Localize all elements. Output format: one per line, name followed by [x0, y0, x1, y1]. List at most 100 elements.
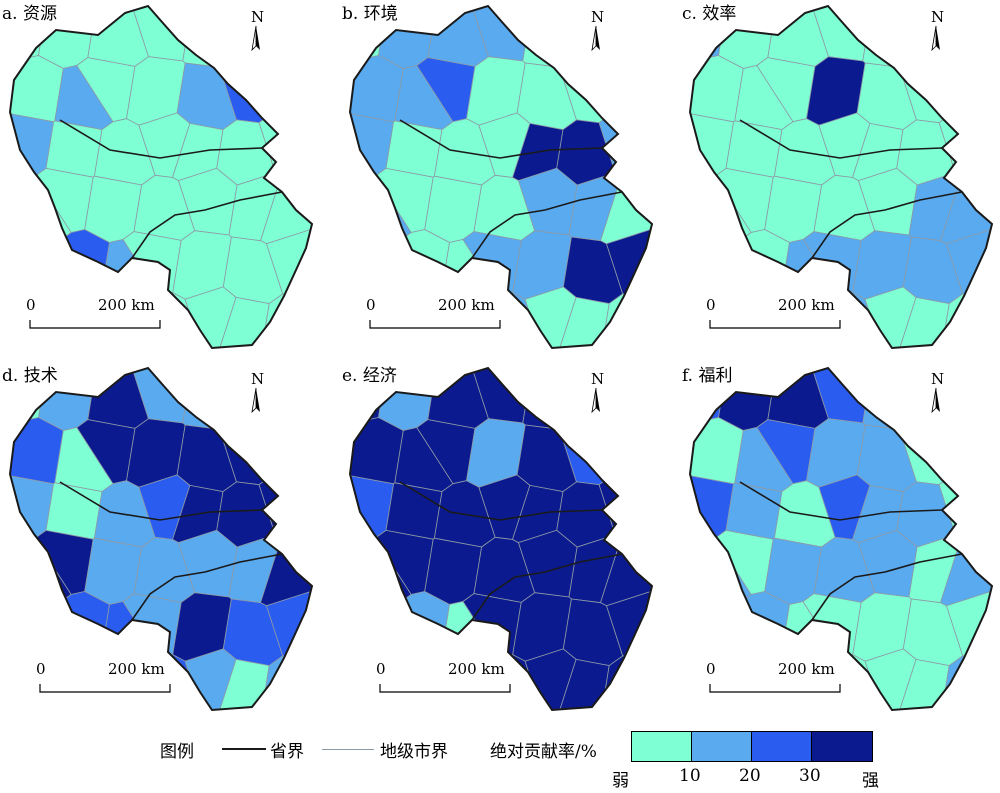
region-layer-c — [690, 6, 992, 348]
north-label-a: N — [251, 8, 264, 26]
north-label-f: N — [931, 370, 944, 388]
north-arrow-d: N — [251, 370, 264, 414]
north-arrow-e: N — [591, 370, 604, 414]
province-border-a — [59, 119, 283, 259]
region-e-4 — [522, 368, 583, 430]
legend-swatch-4 — [811, 731, 873, 762]
legend-contribution-label: 绝对贡献率/% — [490, 742, 597, 762]
region-c-31 — [802, 231, 862, 297]
region-b-31 — [462, 231, 522, 297]
region-d-28 — [10, 590, 61, 660]
north-arrow-f: N — [931, 370, 944, 414]
region-layer-d — [10, 368, 312, 710]
legend-tick-weak: 弱 — [612, 771, 629, 791]
legend-title: 图例 — [160, 742, 194, 762]
region-b-11 — [516, 62, 577, 131]
outline-c — [688, 4, 994, 350]
region-f-41 — [939, 655, 992, 710]
region-layer-f — [690, 368, 992, 710]
legend-swatch-1 — [631, 731, 692, 762]
north-arrow-b: N — [591, 8, 604, 52]
region-f-4 — [862, 368, 923, 430]
region-a-41 — [259, 293, 312, 348]
panel-title-e: e. 经济 — [342, 366, 397, 386]
map-grid: a. 资源 N 0 200 km b. 环境 N 0 200 km c. 效率 … — [2, 4, 994, 712]
region-d-41 — [259, 655, 312, 710]
scale-dist-f: 200 km — [778, 660, 835, 678]
outline-f — [688, 366, 994, 712]
panel-b: b. 环境 N 0 200 km — [342, 4, 654, 350]
region-e-31 — [462, 593, 522, 659]
north-label-c: N — [931, 8, 944, 26]
region-d-13 — [272, 411, 312, 487]
legend-province-line — [222, 748, 266, 750]
region-b-28 — [350, 228, 401, 298]
north-label-e: N — [591, 370, 604, 388]
panel-title-d: d. 技术 — [2, 366, 58, 386]
region-a-31 — [122, 231, 182, 297]
panel-a: a. 资源 N 0 200 km — [2, 4, 314, 350]
scale-bar-b: 0 200 km — [366, 296, 501, 329]
region-b-36 — [378, 286, 441, 348]
region-a-28 — [10, 228, 61, 298]
north-label-b: N — [591, 8, 604, 26]
scale-zero-b: 0 — [366, 296, 376, 314]
legend-tick-20: 20 — [739, 766, 761, 786]
outline-d — [8, 366, 314, 712]
province-border-d — [59, 481, 283, 621]
scale-zero-f: 0 — [706, 660, 716, 678]
region-a-13 — [272, 49, 312, 125]
scale-bar-f: 0 200 km — [706, 660, 841, 693]
region-f-36 — [718, 648, 781, 710]
panel-e: e. 经济 N 0 200 km — [342, 366, 654, 712]
region-a-11 — [176, 62, 237, 131]
province-border-f — [739, 481, 963, 621]
region-b-41 — [599, 293, 652, 348]
legend-tick-strong: 强 — [862, 771, 879, 791]
scale-dist-a: 200 km — [98, 296, 155, 314]
scale-zero-c: 0 — [706, 296, 716, 314]
region-a-36 — [38, 286, 101, 348]
region-c-41 — [939, 293, 992, 348]
region-e-41 — [599, 655, 652, 710]
region-e-35 — [350, 653, 401, 710]
region-d-36 — [38, 648, 101, 710]
region-f-31 — [802, 593, 862, 659]
region-a-4 — [182, 6, 243, 68]
region-d-11 — [176, 424, 237, 493]
region-f-28 — [690, 590, 741, 660]
panel-title-a: a. 资源 — [2, 4, 57, 24]
scale-bar-a: 0 200 km — [26, 296, 161, 329]
region-f-13 — [952, 411, 992, 487]
region-d-31 — [122, 593, 182, 659]
province-border-c — [739, 119, 963, 259]
region-d-6 — [252, 368, 312, 421]
region-c-13 — [952, 49, 992, 125]
legend-tick-30: 30 — [799, 766, 821, 786]
scale-bar-c: 0 200 km — [706, 296, 841, 329]
panel-d: d. 技术 N 0 200 km — [2, 366, 314, 712]
region-a-6 — [252, 6, 312, 59]
legend-tick-10: 10 — [679, 766, 701, 786]
region-e-6 — [592, 368, 652, 421]
panel-c: c. 效率 N 0 200 km — [682, 4, 994, 350]
scale-bar-e: 0 200 km — [376, 660, 511, 693]
legend-swatch-3 — [751, 731, 812, 762]
panel-f: f. 福利 N 0 200 km — [682, 366, 994, 712]
outline-e — [348, 366, 654, 712]
scale-bar-d: 0 200 km — [36, 660, 171, 693]
scale-dist-e: 200 km — [448, 660, 505, 678]
legend-city-line — [322, 749, 374, 750]
region-d-35 — [10, 653, 61, 710]
region-layer-b — [350, 6, 652, 348]
north-label-d: N — [251, 370, 264, 388]
legend-province-label: 省界 — [270, 742, 304, 762]
scale-dist-b: 200 km — [438, 296, 495, 314]
region-e-28 — [350, 590, 401, 660]
north-arrow-a: N — [251, 8, 264, 52]
panel-title-c: c. 效率 — [682, 4, 736, 24]
panel-title-b: b. 环境 — [342, 4, 398, 24]
legend-city-label: 地级市界 — [380, 742, 448, 762]
region-b-6 — [592, 6, 652, 59]
outline-a — [8, 4, 314, 350]
